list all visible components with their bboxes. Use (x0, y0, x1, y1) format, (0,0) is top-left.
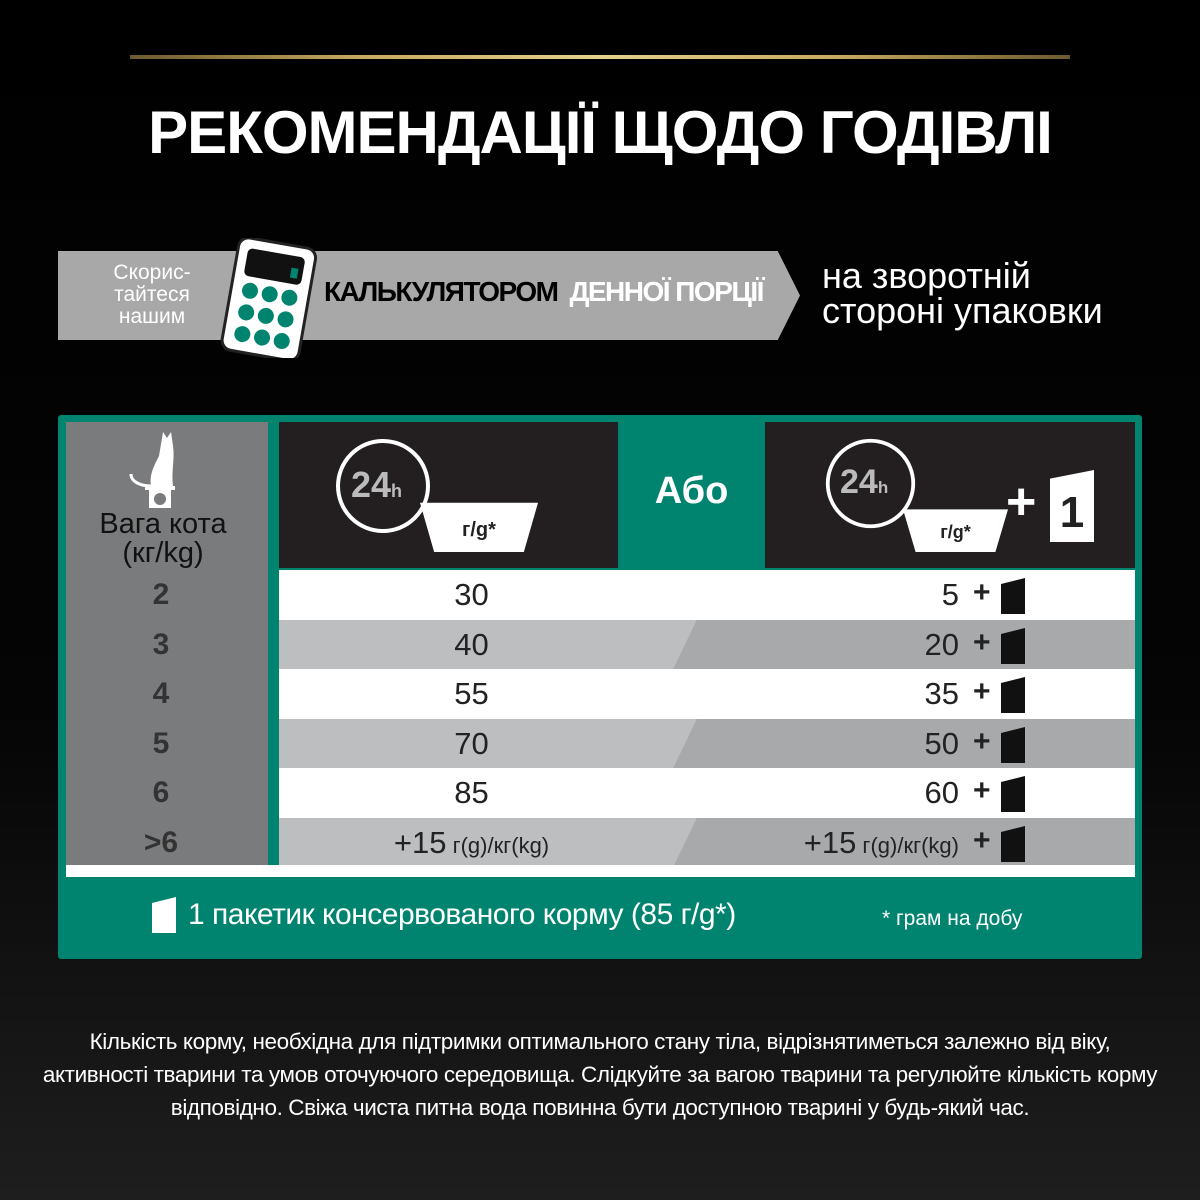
plus-sign: + (973, 625, 991, 659)
pouch-icon (1001, 677, 1025, 713)
plus-sign: + (973, 576, 991, 609)
combo-value: +15 г(g)/кг(kg) (804, 825, 959, 861)
plus-sign: + (973, 724, 991, 758)
bowl-icon: г/g* (903, 509, 1008, 552)
banner-calculator-text: КАЛЬКУЛЯТОРОМ (324, 276, 559, 307)
pouch-icon (1001, 825, 1025, 862)
bowl-icon: г/g* (420, 502, 538, 552)
banner-words: КАЛЬКУЛЯТОРОМ ДЕННОЇ ПОРЦІЇ (324, 276, 764, 308)
combo-cell (673, 619, 1135, 670)
table-row: 85 60 + (279, 768, 1135, 818)
weight-value: 5 (152, 726, 170, 760)
calculator-banner (58, 251, 800, 340)
feeding-disclaimer: Кількість корму, необхідна для підтримки… (42, 1029, 1158, 1120)
dry-food-value: 70 (279, 726, 664, 762)
plus-sign: + (1006, 473, 1037, 531)
pouch-icon (1001, 726, 1025, 763)
banner-back-text: на зворотній стороні упаковки (822, 255, 1103, 331)
plus-sign: + (973, 823, 991, 857)
combo-unit: г(g)/кг(kg) (856, 832, 959, 858)
or-label: Або (654, 470, 729, 512)
combo-cell (673, 817, 1135, 868)
plus-sign: + (973, 675, 991, 708)
gold-divider (130, 55, 1070, 59)
pouch-icon (1001, 578, 1025, 614)
combo-amount: 50 (924, 725, 959, 761)
dry-amount: 70 (454, 725, 489, 761)
banner-daily-text: ДЕННОЇ ПОРЦІЇ (569, 276, 764, 307)
dry-amount: 30 (454, 577, 489, 612)
clock-unit: h (877, 478, 889, 497)
plus-sign: + (973, 774, 991, 807)
dry-food-value: 30 (279, 577, 664, 613)
cat-on-scale-icon (129, 432, 175, 508)
back-line-1: на зворотній (822, 255, 1031, 296)
table-row: 30 5 + (279, 570, 1135, 620)
combo-amount: 35 (924, 676, 959, 711)
dry-amount: 85 (454, 775, 489, 810)
table-row: 55 35 + (279, 669, 1135, 719)
weight-value: 4 (152, 677, 170, 710)
dry-amount: 40 (454, 626, 489, 662)
table-bottom-strip (66, 865, 1135, 877)
clock-24h-icon: 24h (823, 436, 918, 531)
dry-amount: 55 (454, 676, 489, 711)
clock-label: 24 (351, 464, 392, 505)
table-row: 70 50 + (279, 718, 1135, 769)
combo-amount: 20 (924, 626, 959, 662)
bowl-label: г/g* (940, 522, 971, 542)
combo-value: 50 (925, 726, 959, 762)
bowl-label: г/g* (462, 519, 496, 541)
combo-amount: +15 (803, 824, 857, 860)
dry-food-value: 85 (279, 775, 664, 811)
pouch-icon (1001, 776, 1025, 812)
table-row: +15 г(g)/кг(kg) +15 г(g)/кг(kg) + (279, 817, 1135, 868)
pouch-icon (152, 897, 176, 933)
dry-food-value: 40 (279, 627, 664, 663)
weight-value: 2 (152, 578, 170, 611)
dry-food-value: +15 г(g)/кг(kg) (279, 825, 664, 861)
clock-label: 24 (840, 463, 878, 501)
combo-value: 60 (925, 775, 959, 811)
clock-unit: h (391, 481, 403, 501)
back-line-2: стороні упаковки (822, 290, 1103, 331)
banner-use-text: Скорис- тайтеся нашим (113, 261, 191, 328)
combo-value: 35 (925, 676, 959, 712)
page-title: РЕКОМЕНДАЦІЇ ЩОДО ГОДІВЛІ (148, 99, 1053, 166)
pouch-one-icon: 1 (1050, 470, 1094, 542)
gram-note: * грам на добу (882, 907, 1023, 930)
table-row: 40 20 + (279, 619, 1135, 670)
combo-value: 20 (925, 627, 959, 663)
dry-unit: г(g)/кг(kg) (446, 832, 550, 858)
calculator-icon (220, 238, 318, 358)
dry-amount: +15 (393, 824, 447, 860)
weight-header: Вага кота (кг/kg) (66, 510, 260, 568)
clock-24h-icon: 24h (333, 436, 433, 536)
weight-unit: (кг/kg) (122, 537, 204, 569)
weight-value: >6 (143, 825, 179, 859)
combo-amount: 60 (924, 775, 959, 810)
weight-value: 6 (152, 776, 170, 809)
combo-amount: 5 (941, 577, 959, 612)
combo-value: 5 (942, 577, 959, 613)
dry-food-value: 55 (279, 676, 664, 712)
pouch-icon (1001, 627, 1025, 664)
combo-cell (673, 718, 1135, 769)
pouch-legend: 1 пакетик консервованого корму (85 г/g*) (188, 898, 736, 931)
weight-label: Вага кота (99, 508, 227, 540)
weight-value: 3 (152, 627, 170, 661)
